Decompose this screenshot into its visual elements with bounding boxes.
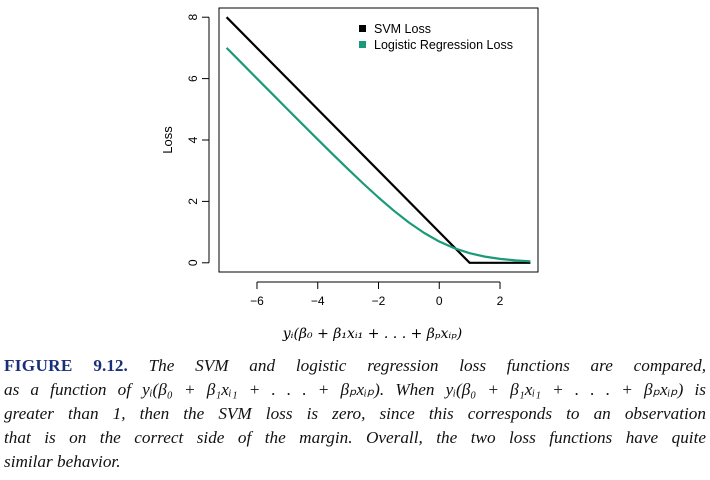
y-tick-label: 2 bbox=[186, 198, 200, 205]
x-tick-label: −4 bbox=[311, 294, 325, 308]
figure-caption: FIGURE 9.12. The SVM and logistic regres… bbox=[4, 354, 706, 474]
series-line-logistic-loss bbox=[225, 47, 531, 263]
y-tick-label: 6 bbox=[186, 75, 200, 82]
x-tick-label: 0 bbox=[436, 294, 443, 308]
figure-label: FIGURE bbox=[4, 356, 73, 375]
y-tick-label: 0 bbox=[186, 259, 200, 266]
x-tick-label: 2 bbox=[497, 294, 504, 308]
series-line-svm-loss bbox=[225, 16, 531, 264]
y-axis: 0 2 4 6 8 bbox=[186, 14, 210, 266]
y-axis-label: Loss bbox=[160, 126, 175, 154]
x-axis-label: yᵢ(β₀ + β₁xᵢ₁ + . . . + βₚxᵢₚ) bbox=[282, 326, 463, 342]
figure-number: 9.12. bbox=[93, 356, 128, 375]
legend-label-svm-loss: SVM Loss bbox=[374, 22, 431, 36]
caption-line-3: greater than 1, then the SVM loss is zer… bbox=[4, 404, 706, 423]
legend-label-logistic-loss: Logistic Regression Loss bbox=[374, 38, 513, 52]
legend: SVM Loss Logistic Regression Loss bbox=[359, 22, 513, 52]
legend-swatch-svm-loss bbox=[359, 25, 366, 32]
caption-line-5: similar behavior. bbox=[4, 452, 121, 471]
caption-line-4: that is on the correct side of the margi… bbox=[4, 428, 706, 447]
caption-line-2: as a function of yᵢ(β₀ + β₁xᵢ₁ + . . . +… bbox=[4, 380, 706, 399]
x-axis: −6 −4 −2 0 2 bbox=[250, 281, 504, 308]
x-tick-label: −2 bbox=[372, 294, 386, 308]
loss-functions-chart: −6 −4 −2 0 2 0 2 4 6 8 Loss yᵢ(β₀ + β₁xᵢ₁ + . . … bbox=[160, 7, 539, 342]
x-tick-label: −6 bbox=[250, 294, 264, 308]
plot-area bbox=[218, 7, 539, 273]
caption-line-1: FIGURE 9.12. The SVM and logistic regres… bbox=[4, 354, 706, 378]
legend-swatch-logistic-loss bbox=[359, 41, 366, 48]
y-tick-label: 4 bbox=[186, 136, 200, 143]
y-tick-label: 8 bbox=[186, 14, 200, 21]
caption-text: The SVM and logistic regression loss fun… bbox=[127, 356, 706, 375]
